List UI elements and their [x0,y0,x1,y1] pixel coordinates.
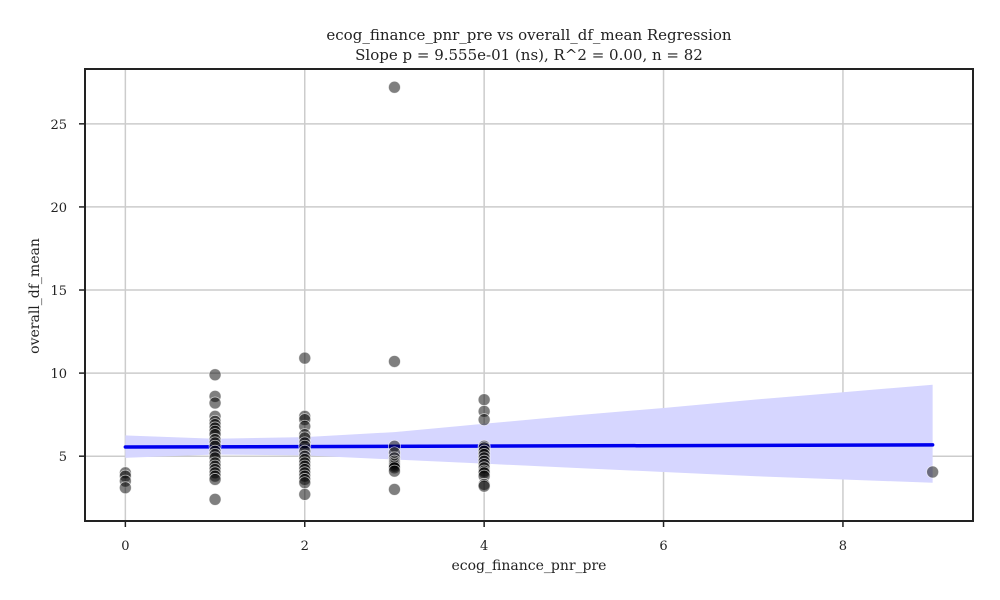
confidence-band-layer [125,384,933,483]
scatter-point-6 [208,396,222,410]
chart-title: ecog_finance_pnr_pre vs overall_df_mean … [326,26,732,44]
scatter-point-56 [388,483,401,496]
regression-line [123,443,935,449]
y-axis-label: overall_df_mean [27,238,43,354]
x-tick-label-0: 0 [121,539,129,554]
y-tick-label-2: 15 [50,284,67,299]
regression-line-layer [123,443,935,449]
scatter-point-55 [388,464,401,478]
plot-frame [84,68,974,522]
scatter-point-25 [208,492,222,506]
x-tick-label-2: 4 [480,539,488,554]
y-tick-label-3: 20 [50,201,67,216]
scatter-point-44 [298,488,312,501]
chart-subtitle: Slope p = 9.555e-01 (ns), R^2 = 0.00, n … [355,46,703,64]
scatter-point-26 [298,351,312,365]
y-tick-label-0: 5 [59,450,67,465]
scatter-point-24 [208,473,222,486]
scatter-point-46 [388,355,401,368]
x-tick-label-4: 8 [839,539,847,554]
x-axis-label: ecog_finance_pnr_pre [452,558,607,574]
scatter-point-57 [477,393,491,407]
scatter-point-72 [477,479,491,493]
scatter-point-3 [118,481,132,495]
x-tick-label-3: 6 [659,539,667,554]
scatter-point-45 [388,80,401,94]
scatter-point-43 [298,476,312,490]
x-tick-label-1: 2 [301,539,309,554]
scatter-point-4 [208,368,222,382]
y-tick-label-4: 25 [50,118,67,133]
scatter-point-73 [926,465,940,479]
scatter-points [118,80,940,506]
axis-ticks: 0 2 4 6 8 5 10 15 20 25 [50,118,847,554]
scatter-point-59 [477,413,491,427]
confidence-band [125,384,933,483]
y-tick-label-1: 10 [50,367,67,382]
